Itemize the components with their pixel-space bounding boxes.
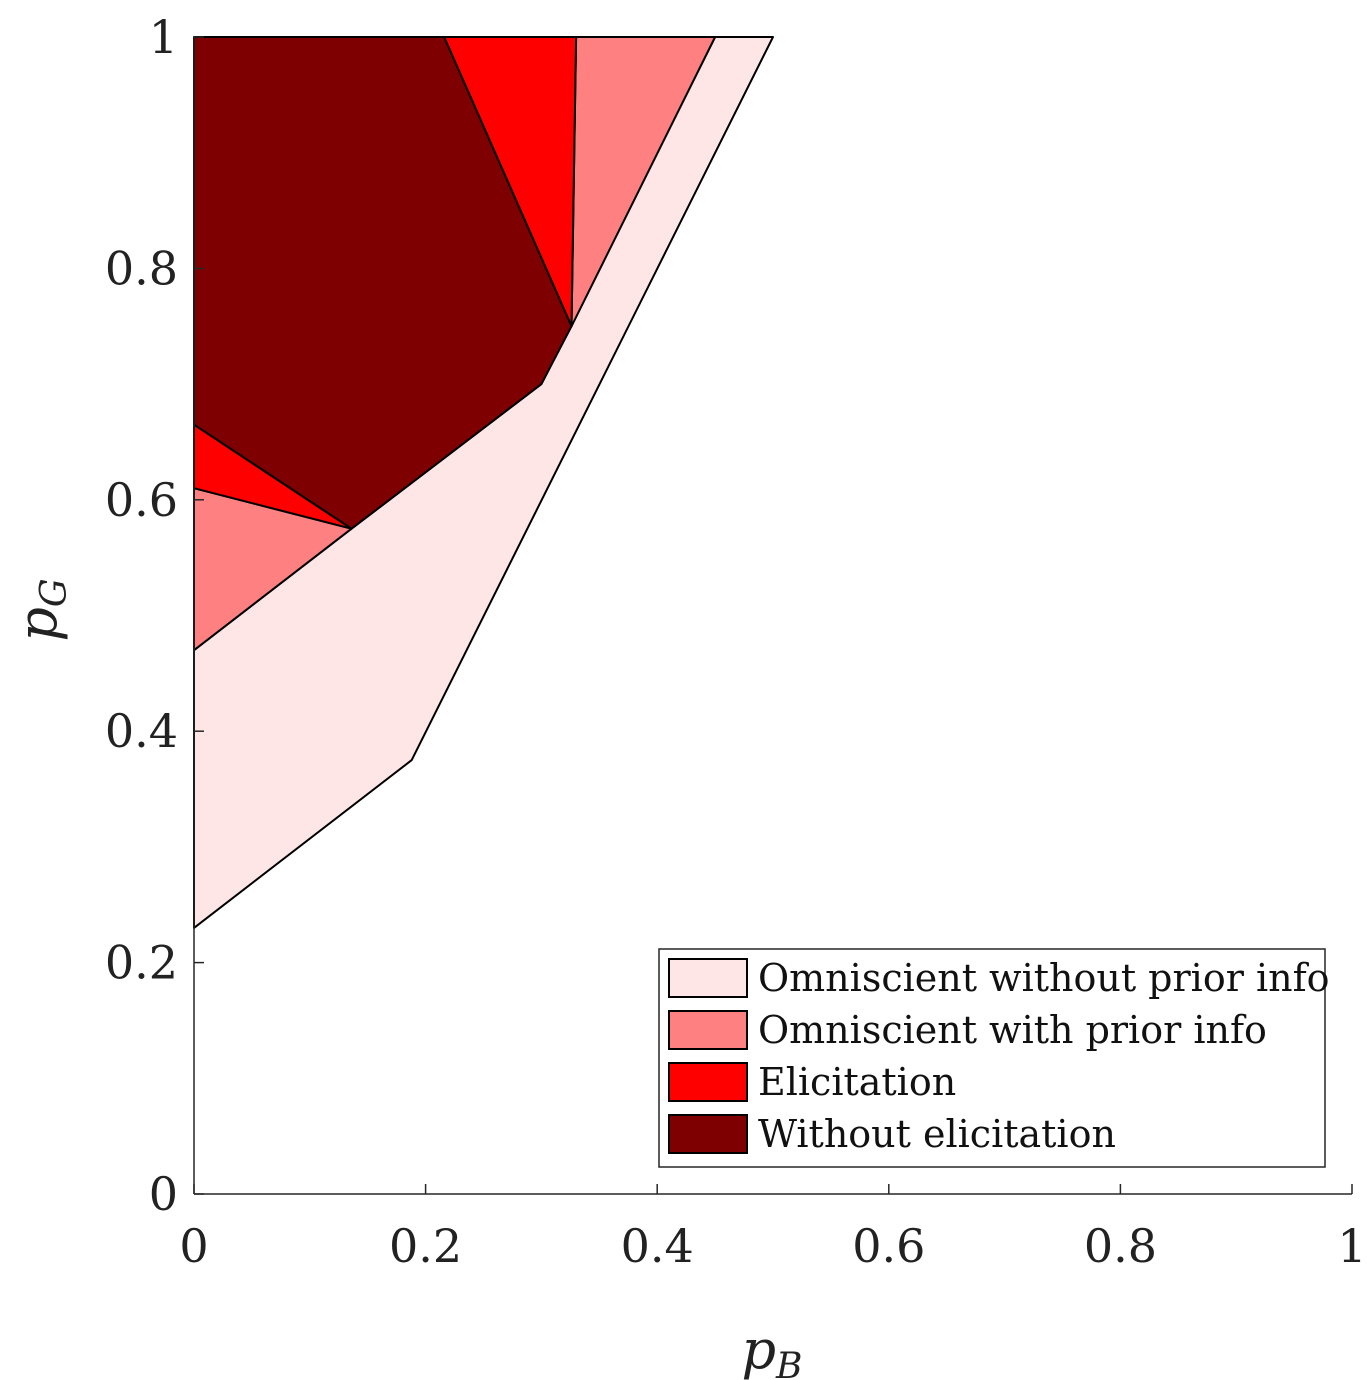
- y-tick-label: 1: [149, 10, 178, 64]
- x-tick-label: 1: [1337, 1219, 1366, 1273]
- x-tick-label: 0.4: [621, 1219, 694, 1273]
- x-axis-label-sub: B: [775, 1346, 802, 1380]
- y-tick-label: 0.4: [105, 704, 178, 758]
- y-tick-label: 0: [149, 1167, 178, 1221]
- y-axis-label: pG: [6, 578, 75, 641]
- legend-swatch-omniscient-without-prior-info: [668, 958, 748, 998]
- legend-swatch-elicitation: [668, 1062, 748, 1102]
- legend-box: [658, 948, 1326, 1168]
- legend: Omniscient without prior info Omniscient …: [658, 948, 1330, 1168]
- region-layer: [193, 36, 774, 929]
- legend-label-elicitation: Elicitation: [758, 1060, 956, 1104]
- y-axis-label-main: p: [6, 607, 69, 642]
- y-axis-label-sub: G: [34, 578, 75, 607]
- x-tick-label: 0.8: [1084, 1219, 1157, 1273]
- legend-label-omniscient-without-prior-info: Omniscient without prior info: [758, 956, 1330, 1000]
- x-axis-label: pB: [741, 1318, 802, 1380]
- x-tick-label: 0.2: [389, 1219, 462, 1273]
- axes: 0 0.2 0.4 0.6 0.8 1 0 0.2 0.4 0.6 0.8 1: [105, 10, 1367, 1273]
- legend-swatch-omniscient-with-prior-info: [668, 1010, 748, 1050]
- x-tick-label: 0: [179, 1219, 208, 1273]
- x-axis-label-main: p: [741, 1318, 776, 1380]
- y-tick-label: 0.8: [105, 241, 178, 295]
- x-tick-label: 0.6: [852, 1219, 925, 1273]
- legend-label-omniscient-with-prior-info: Omniscient with prior info: [758, 1008, 1267, 1052]
- legend-label-without-elicitation: Without elicitation: [758, 1112, 1116, 1156]
- y-tick-label: 0.6: [105, 473, 178, 527]
- legend-swatch-without-elicitation: [668, 1114, 748, 1154]
- y-tick-label: 0.2: [105, 936, 178, 990]
